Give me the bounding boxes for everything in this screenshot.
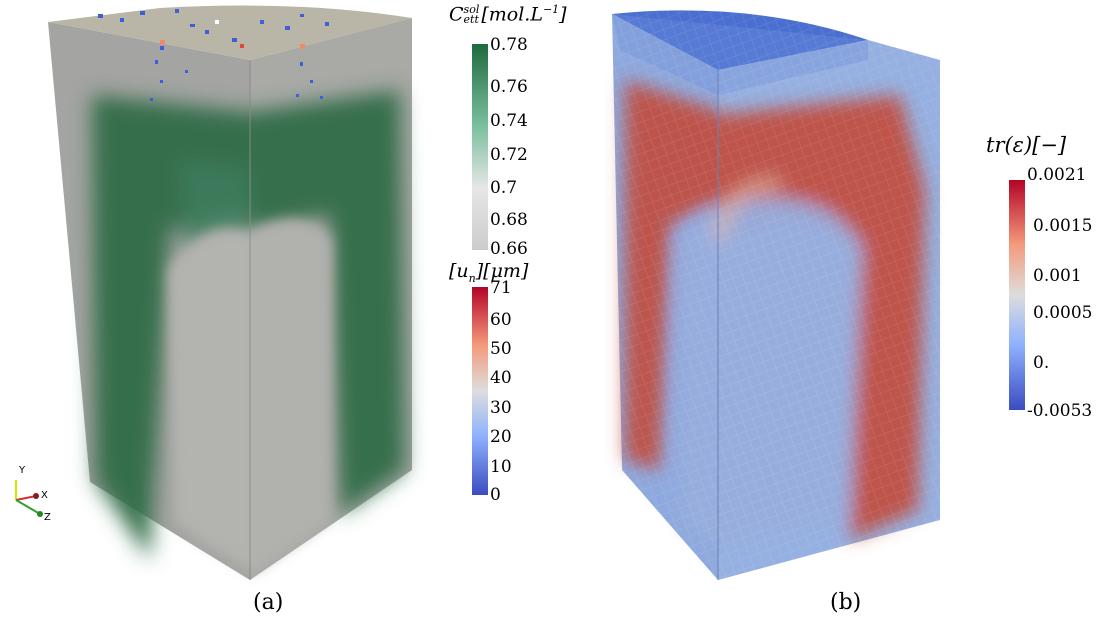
axes-triad-x-label: X: [41, 490, 48, 501]
concentration-tick: 0.78: [490, 35, 528, 55]
panel-a-caption: (a): [253, 590, 284, 615]
strain-colorbar: [1009, 180, 1025, 410]
concentration-title-unit-close: ]: [559, 3, 567, 26]
panel-a-render: [15, 5, 412, 580]
concentration-tick: 0.74: [490, 111, 528, 131]
strain-tick: 0.0005: [1033, 303, 1093, 323]
concentration-tick: 0.76: [490, 77, 528, 97]
strain-colorbar-title: tr(ε)[−]: [986, 133, 1067, 157]
displacement-tick: 30: [490, 398, 512, 418]
strain-tick: 0.: [1033, 353, 1050, 373]
displacement-tick: 50: [490, 339, 512, 359]
displacement-tick: 10: [490, 457, 512, 477]
concentration-tick: 0.7: [490, 178, 518, 198]
strain-tick: -0.0053: [1027, 401, 1093, 421]
displacement-tick: 71: [490, 278, 512, 298]
strain-tick: 0.001: [1033, 266, 1082, 286]
displacement-tick: 60: [490, 310, 512, 330]
strain-tick: 0.0021: [1027, 165, 1087, 185]
panel-a-top-face: [48, 5, 412, 61]
axes-triad: [15, 480, 43, 517]
strain-tick: 0.0015: [1033, 216, 1093, 236]
concentration-tick: 0.68: [490, 210, 528, 230]
displacement-tick: 20: [490, 427, 512, 447]
displacement-colorbar: [472, 287, 488, 495]
concentration-tick: 0.72: [490, 145, 528, 165]
displacement-title: [u: [449, 260, 469, 282]
axes-triad-y-label: Y: [19, 465, 26, 476]
concentration-title-unit-exp: −1: [542, 3, 560, 16]
concentration-title-main: C: [449, 3, 464, 26]
panel-b-render: [612, 10, 940, 581]
displacement-title-sub: n: [468, 271, 476, 285]
concentration-title-sup: sol: [463, 3, 480, 17]
concentration-tick: 0.66: [490, 239, 528, 259]
concentration-colorbar-title: C sol ett [mol.L−1]: [449, 3, 567, 25]
displacement-tick: 0: [490, 485, 501, 505]
concentration-title-sub: ett: [463, 13, 479, 27]
panel-a-particles: [98, 9, 329, 101]
concentration-colorbar: [472, 44, 488, 250]
axes-triad-z-label: Z: [44, 512, 51, 523]
displacement-colorbar-title: [un][μm]: [449, 260, 528, 285]
displacement-title-rest: ][μm]: [475, 260, 529, 282]
concentration-title-unit: [mol.L: [481, 3, 543, 26]
panel-b-caption: (b): [830, 590, 862, 615]
displacement-tick: 40: [490, 368, 512, 388]
